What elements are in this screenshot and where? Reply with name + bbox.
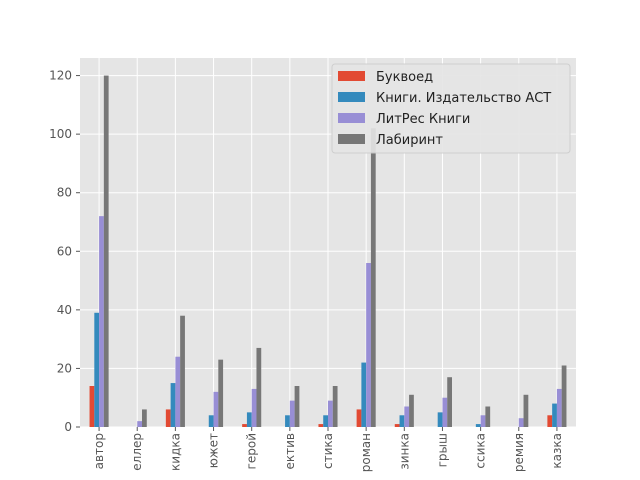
bar [552,403,557,427]
bar [242,424,247,427]
bar [366,263,371,427]
bar [475,424,481,427]
y-tick-label: 60 [57,244,72,258]
bar [404,406,410,427]
bar [409,394,414,427]
bar [170,383,176,427]
bar [180,315,185,427]
x-tick-label: роман [359,433,373,472]
bar [256,347,262,427]
bar [94,312,100,427]
bar [370,128,376,428]
x-tick-label: ссика [474,433,488,469]
bar [328,400,333,427]
x-tick-label: герой [245,433,259,469]
x-tick-label: казка [550,433,564,469]
bar [561,365,567,427]
bar [289,400,295,427]
x-tick-label: ектив [283,433,297,470]
legend-box [331,63,571,154]
bar [356,409,362,427]
bar [399,415,405,427]
bar [480,415,486,427]
bar [175,356,181,427]
y-tick-label: 20 [57,361,72,375]
y-tick-label: 0 [64,420,72,434]
y-tick-label: 120 [49,69,72,83]
legend-swatch [338,92,365,102]
bar [394,424,400,427]
bar [447,377,452,427]
x-tick-label: ремия [512,433,526,472]
x-tick-label: зинка [397,433,411,470]
legend-swatch [338,113,365,123]
x-tick-label: автор [92,433,106,469]
x-tick-label: стика [321,433,335,469]
bar [251,388,257,427]
bar [99,216,104,427]
bar [246,412,252,427]
bar [523,394,529,427]
bar [332,386,338,427]
bar [285,415,290,427]
legend-label: Лабиринт [376,133,443,148]
legend-swatch [338,134,365,144]
x-tick-label: грыш [435,433,449,467]
bar [556,388,562,427]
x-tick-label: кидка [168,433,182,471]
bar [142,409,147,427]
x-tick-label: еллер [130,433,144,471]
bar [208,415,214,427]
bar [165,409,171,427]
legend-swatch [338,71,365,81]
bar [442,397,448,427]
legend-label: Буквоед [376,70,433,85]
bar [103,75,109,428]
bar [89,386,95,427]
bar [518,418,524,427]
bar [218,359,224,427]
bar [213,391,219,427]
bar [547,415,553,427]
y-tick-label: 100 [49,127,72,141]
bar [323,415,328,427]
bar [437,412,443,427]
x-tick-label: южет [207,433,221,468]
y-tick-label: 40 [57,303,72,317]
bar [361,362,367,427]
bar [137,421,142,427]
y-tick-label: 80 [57,186,72,200]
bar [485,406,491,427]
legend-label: ЛитРес Книги [376,112,470,127]
bar [294,386,300,427]
legend-label: Книги. Издательство АСТ [376,91,551,106]
bar [318,424,324,427]
